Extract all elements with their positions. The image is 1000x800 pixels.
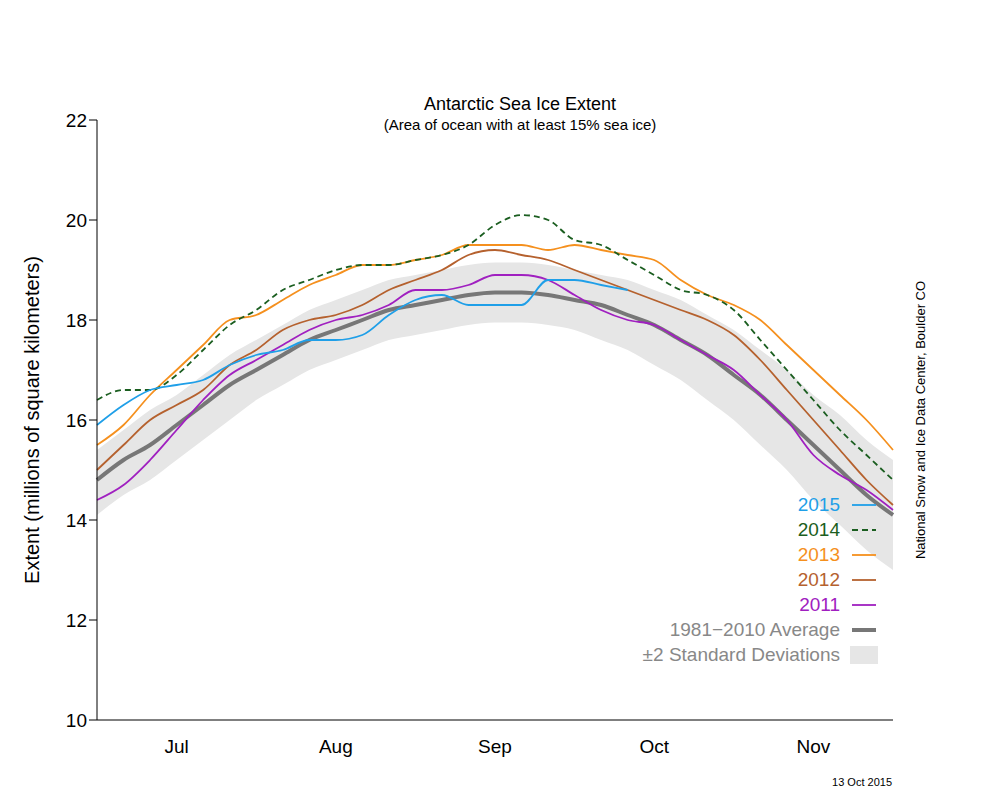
html-text:Extent (millions of square kil: Extent (millions of square kilometers) <box>20 256 43 584</box>
svg-text:22: 22 <box>66 110 87 131</box>
svg-text:10: 10 <box>66 710 87 731</box>
svg-text:Sep: Sep <box>478 736 512 757</box>
html-text:1981−2010 Average: 1981−2010 Average <box>669 618 840 640</box>
svg-text:Nov: Nov <box>797 736 831 757</box>
html-text:2013: 2013 <box>797 543 840 565</box>
html-text:±2 Standard Deviations: ±2 Standard Deviations <box>642 643 840 665</box>
svg-text:Aug: Aug <box>319 736 353 757</box>
html-text:2012: 2012 <box>797 568 840 590</box>
svg-text:Jul: Jul <box>164 736 188 757</box>
svg-text:14: 14 <box>66 510 88 531</box>
html-text:2015: 2015 <box>797 493 840 515</box>
svg-text:20: 20 <box>66 210 87 231</box>
html-text:2014: 2014 <box>797 518 840 540</box>
html-text:(Area of ocean with at least 1: (Area of ocean with at least 15% sea ice… <box>383 116 657 133</box>
html-text:13 Oct 2015: 13 Oct 2015 <box>832 776 892 788</box>
html-text:2011: 2011 <box>799 593 840 615</box>
svg-text:12: 12 <box>66 610 87 631</box>
svg-text:Oct: Oct <box>639 736 669 757</box>
svg-text:16: 16 <box>66 410 87 431</box>
html-text:National Snow and Ice Data Cen: National Snow and Ice Data Center, Bould… <box>912 280 928 560</box>
html-text:Antarctic Sea Ice Extent: Antarctic Sea Ice Extent <box>424 94 616 114</box>
svg-text:18: 18 <box>66 310 87 331</box>
